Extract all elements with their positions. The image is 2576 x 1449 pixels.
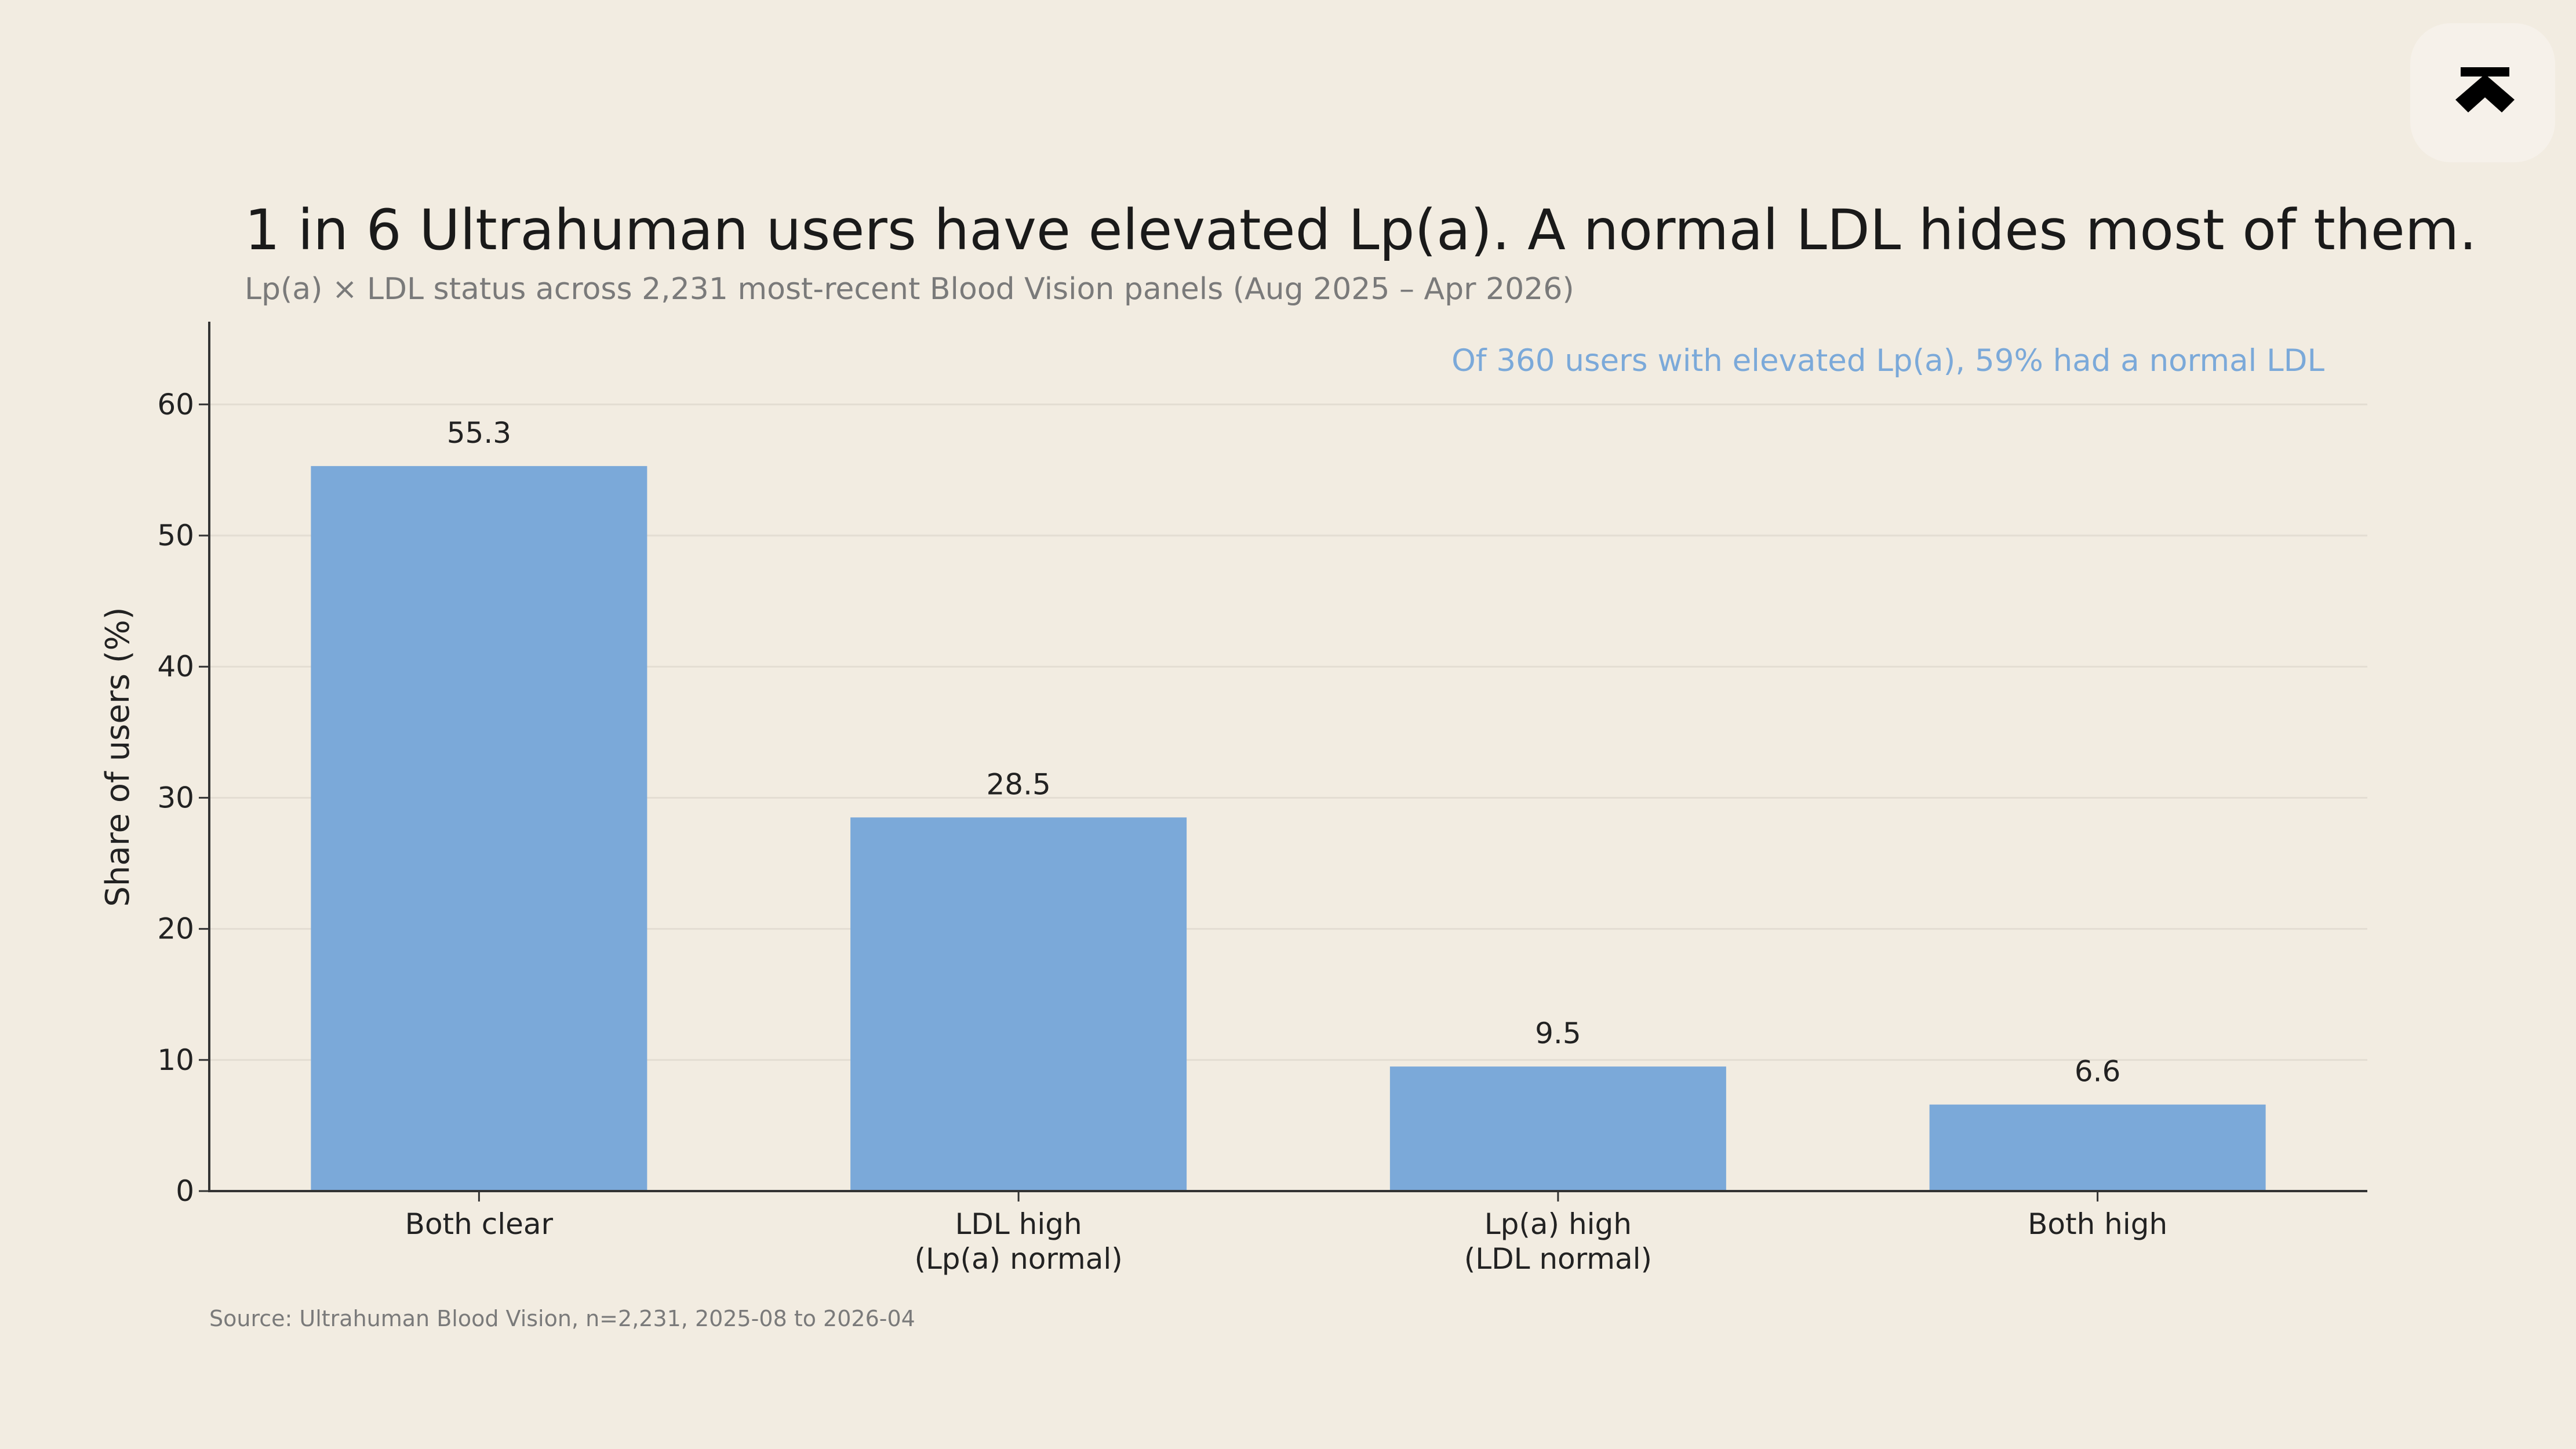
y-tick-label: 20: [157, 912, 194, 946]
y-tick-label: 10: [157, 1043, 194, 1077]
chart-title: 1 in 6 Ultrahuman users have elevated Lp…: [245, 198, 2477, 263]
y-tick-label: 50: [157, 519, 194, 552]
y-tick-label: 40: [157, 650, 194, 683]
y-tick-label: 60: [157, 388, 194, 421]
data-label: 6.6: [2075, 1055, 2121, 1088]
y-tick-label: 30: [157, 781, 194, 814]
x-tick-label: LDL high: [955, 1207, 1082, 1241]
bar-layer: [311, 466, 2266, 1191]
bar: [1389, 1066, 1726, 1191]
bar: [311, 466, 647, 1191]
x-tick-label: Both clear: [405, 1207, 554, 1241]
data-label: 55.3: [447, 416, 511, 450]
bar: [1929, 1104, 2266, 1191]
data-label: 28.5: [986, 767, 1050, 801]
y-tick-label: 0: [176, 1174, 194, 1208]
bar: [850, 817, 1187, 1191]
logo: [2410, 23, 2555, 162]
y-axis-label: Share of users (%): [99, 607, 137, 906]
ultrahuman-logo-icon: [2455, 67, 2515, 112]
x-tick-label: (Lp(a) normal): [914, 1242, 1122, 1276]
x-tick-label: Both high: [2028, 1207, 2167, 1241]
x-tick-label: (LDL normal): [1464, 1242, 1652, 1276]
source-note: Source: Ultrahuman Blood Vision, n=2,231…: [209, 1306, 915, 1331]
data-label: 9.5: [1535, 1017, 1581, 1050]
chart-subtitle: Lp(a) × LDL status across 2,231 most-rec…: [245, 272, 1574, 307]
chart-annotation: Of 360 users with elevated Lp(a), 59% ha…: [1451, 343, 2324, 378]
x-tick-label: Lp(a) high: [1485, 1207, 1632, 1241]
